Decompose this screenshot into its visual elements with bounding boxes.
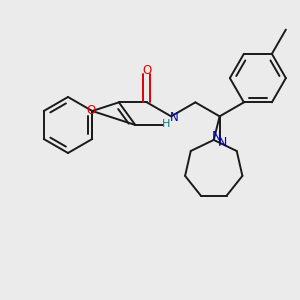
Text: N: N <box>212 130 221 143</box>
Text: O: O <box>142 64 152 77</box>
Text: O: O <box>87 104 96 118</box>
Text: N: N <box>170 111 178 124</box>
Text: N: N <box>218 136 227 149</box>
Text: H: H <box>162 119 170 129</box>
